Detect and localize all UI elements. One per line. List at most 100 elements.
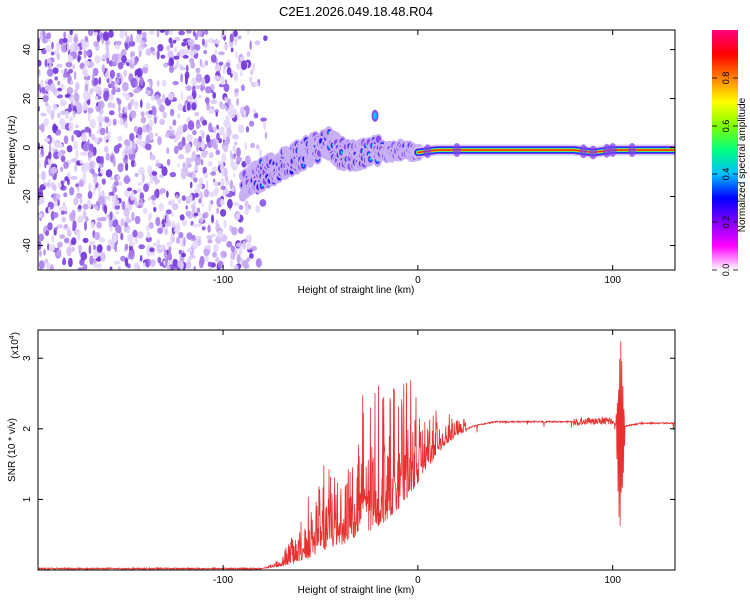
noise-blob — [196, 207, 201, 214]
noise-blob — [198, 177, 204, 186]
noise-blob — [210, 99, 218, 105]
noise-blob — [239, 56, 245, 62]
noise-blob — [86, 98, 91, 106]
noise-blob — [213, 75, 221, 81]
noise-blob — [203, 49, 208, 55]
noise-blob — [71, 134, 74, 142]
noise-blob — [191, 77, 198, 86]
noise-blob — [78, 244, 83, 251]
noise-blob — [133, 88, 140, 94]
noise-blob — [235, 51, 238, 59]
noise-blob — [148, 222, 154, 229]
noise-blob — [124, 31, 128, 37]
noise-blob — [62, 259, 66, 266]
noise-blob — [194, 192, 199, 198]
noise-blob — [151, 200, 156, 206]
noise-blob — [106, 57, 110, 64]
noise-blob — [185, 85, 192, 91]
noise-blob — [66, 87, 74, 95]
noise-blob — [89, 255, 94, 265]
noise-blob — [155, 162, 162, 168]
noise-blob — [173, 47, 177, 53]
noise-blob — [40, 112, 47, 117]
noise-blob — [223, 83, 230, 93]
noise-blob — [232, 145, 237, 153]
noise-blob — [210, 200, 214, 205]
signal-knot — [452, 143, 461, 157]
noise-blob — [198, 217, 204, 224]
noise-blob — [79, 258, 85, 266]
noise-blob — [227, 109, 234, 116]
noise-blob — [38, 124, 43, 131]
noise-blob — [161, 166, 168, 177]
noise-blob — [233, 36, 239, 43]
noise-blob — [181, 252, 186, 258]
noise-blob — [223, 145, 228, 153]
noise-blob — [194, 111, 200, 117]
top-y-axis-label: Frequency (Hz) — [7, 116, 18, 185]
noise-blob — [132, 142, 136, 151]
top-y-tick-label: -40 — [22, 238, 33, 253]
noise-blob — [87, 112, 91, 122]
noise-blob — [127, 102, 132, 111]
noise-blob — [71, 43, 75, 52]
noise-blob — [160, 105, 165, 113]
noise-blob — [185, 50, 189, 55]
noise-blob — [91, 133, 96, 141]
noise-blob — [128, 40, 136, 47]
noise-blob — [189, 255, 196, 259]
noise-blob — [246, 51, 251, 57]
noise-blob — [54, 226, 58, 231]
noise-blob — [87, 190, 93, 200]
noise-blob — [255, 144, 260, 150]
colorbar-tick-label: 0.8 — [721, 72, 731, 85]
noise-blob — [207, 160, 213, 167]
signal-blob — [340, 151, 343, 154]
noise-blob — [51, 146, 55, 153]
noise-blob — [259, 199, 267, 207]
noise-blob — [193, 49, 198, 54]
noise-blob — [207, 239, 213, 244]
noise-blob — [177, 260, 183, 268]
noise-blob — [254, 40, 261, 46]
noise-blob — [203, 188, 210, 198]
noise-blob — [123, 120, 128, 129]
noise-blob — [137, 181, 143, 187]
noise-blob — [224, 79, 228, 84]
noise-blob — [192, 85, 196, 93]
noise-blob — [223, 64, 226, 70]
noise-blob — [111, 53, 119, 63]
bottom-y-tick-label: 2 — [22, 426, 33, 432]
noise-blob — [52, 201, 59, 207]
noise-blob — [112, 157, 116, 167]
noise-blob — [64, 94, 70, 98]
noise-blob — [63, 192, 68, 198]
noise-blob — [50, 110, 55, 120]
noise-blob — [190, 194, 193, 203]
noise-blob — [115, 211, 120, 215]
noise-blob — [156, 98, 163, 106]
noise-blob — [133, 125, 139, 133]
noise-blob — [203, 30, 209, 35]
noise-blob — [245, 234, 253, 241]
noise-blob — [73, 35, 79, 44]
noise-blob — [213, 181, 219, 187]
noise-blob — [81, 40, 88, 50]
noise-blob — [43, 137, 51, 143]
noise-blob — [62, 73, 70, 78]
noise-blob — [121, 200, 126, 211]
noise-blob — [121, 55, 127, 64]
noise-blob — [193, 265, 196, 270]
colorbar-label: Normalized spectral amplitude — [737, 97, 748, 232]
colorbar-tick-label: 0.0 — [721, 264, 731, 277]
spectrogram-frame — [37, 29, 676, 271]
noise-blob — [39, 30, 43, 40]
noise-blob — [93, 77, 99, 86]
noise-blob — [240, 84, 245, 92]
noise-blob — [68, 122, 74, 132]
noise-blob — [52, 67, 59, 74]
noise-blob — [253, 112, 259, 119]
noise-blob — [64, 176, 69, 182]
noise-blob — [113, 260, 121, 265]
